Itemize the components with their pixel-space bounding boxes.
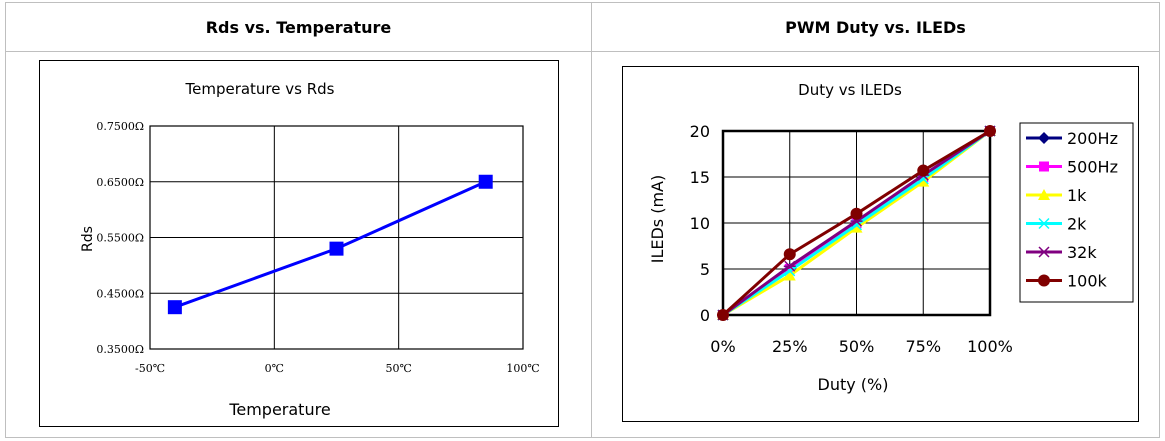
x-tick-label: 0℃ — [265, 362, 284, 375]
y-tick-labels: 0.3500Ω 0.4500Ω 0.5500Ω 0.6500Ω 0.7500Ω — [96, 120, 144, 356]
data-point — [783, 260, 796, 272]
y-tick-labels: 0 5 10 15 20 — [690, 122, 710, 325]
y-tick-label: 0.7500Ω — [96, 120, 144, 133]
data-point — [783, 248, 796, 261]
legend-label: 200Hz — [1067, 129, 1118, 148]
x-tick-labels: 0% 25% 50% 75% 100% — [710, 337, 1013, 356]
data-point — [917, 164, 930, 177]
legend-box — [1019, 122, 1134, 303]
legend-swatch-marker — [1038, 246, 1050, 258]
y-axis-label: ILEDs (mA) — [648, 175, 667, 264]
legend-item: 1k — [1026, 186, 1087, 205]
legend: 200Hz 500Hz 1k 2k 32k 100k — [1019, 122, 1134, 303]
legend-label: 2k — [1067, 215, 1087, 234]
chart-title: Duty vs ILEDs — [798, 81, 902, 99]
x-tick-label: 100℃ — [506, 362, 539, 375]
x-tick-label: 100% — [967, 337, 1013, 356]
y-tick-label: 0.4500Ω — [96, 287, 144, 300]
x-tick-label: 50℃ — [386, 362, 412, 375]
chart-title: Temperature vs Rds — [184, 80, 334, 98]
header-rds-vs-temperature: Rds vs. Temperature — [205, 17, 392, 37]
data-point — [850, 221, 863, 233]
y-tick-label: 5 — [700, 260, 710, 279]
data-point — [984, 125, 996, 137]
legend-item: 2k — [1026, 215, 1087, 234]
column-divider — [591, 3, 592, 437]
grid — [149, 125, 524, 350]
rds-chart: Temperature vs Rds 0.3500Ω 0.4500Ω 0.5500Ω… — [80, 80, 540, 419]
plot-area — [721, 129, 992, 317]
legend-label: 100k — [1067, 272, 1108, 291]
legend-label: 500Hz — [1067, 158, 1118, 177]
series-group — [717, 125, 996, 321]
data-point — [783, 269, 796, 281]
legend-item: 500Hz — [1026, 158, 1118, 177]
y-tick-label: 0 — [700, 306, 710, 325]
plot-area — [149, 125, 524, 350]
data-point — [167, 300, 182, 315]
y-tick-label: 20 — [690, 122, 710, 141]
x-tick-label: 75% — [905, 337, 941, 356]
x-tick-label: 50% — [839, 337, 875, 356]
legend-swatch-marker — [1038, 274, 1050, 287]
x-tick-label: 0% — [710, 337, 735, 356]
x-tick-label: -50℃ — [135, 362, 165, 375]
y-tick-label: 10 — [690, 214, 710, 233]
data-point — [917, 175, 930, 187]
y-axis-label: Rds — [80, 226, 96, 252]
y-tick-label: 0.3500Ω — [96, 343, 144, 356]
header-divider — [6, 51, 1159, 52]
y-tick-label: 0.5500Ω — [96, 232, 144, 245]
legend-swatch-marker — [1038, 132, 1050, 144]
legend-swatch-marker — [1038, 189, 1050, 200]
x-tick-labels: -50℃ 0℃ 50℃ 100℃ — [135, 362, 540, 375]
legend-item: 32k — [1026, 243, 1097, 262]
legend-label: 32k — [1067, 243, 1097, 262]
duty-chart-frame: Duty vs ILEDs 0 5 10 15 20 0% 25% 50% 75% 100% D… — [622, 66, 1139, 422]
legend-swatch-marker — [1039, 161, 1049, 172]
legend-item: 200Hz — [1026, 129, 1118, 148]
grid — [721, 129, 992, 317]
data-point — [850, 207, 863, 220]
header-pwm-duty-vs-iLEDs: PWM Duty vs. ILEDs — [785, 17, 966, 37]
legend-label: 1k — [1067, 186, 1087, 205]
series-100k — [717, 125, 996, 321]
series-rds — [167, 174, 493, 315]
comparison-table: Rds vs. Temperature PWM Duty vs. ILEDs T… — [5, 2, 1160, 438]
data-point — [329, 241, 344, 256]
duty-chart: Duty vs ILEDs 0 5 10 15 20 0% 25% 50% 75% 100% D… — [648, 81, 1134, 394]
y-tick-label: 15 — [690, 168, 710, 187]
x-tick-label: 25% — [772, 337, 808, 356]
data-point — [784, 264, 795, 274]
y-tick-label: 0.6500Ω — [96, 176, 144, 189]
legend-swatch-marker — [1038, 217, 1050, 230]
x-axis-label: Duty (%) — [818, 375, 889, 394]
rds-chart-frame: Temperature vs Rds 0.3500Ω 0.4500Ω 0.5500Ω… — [39, 60, 559, 427]
x-axis-label: Temperature — [228, 400, 330, 419]
data-point — [717, 309, 729, 321]
legend-item: 100k — [1026, 272, 1108, 291]
data-point — [478, 174, 493, 189]
